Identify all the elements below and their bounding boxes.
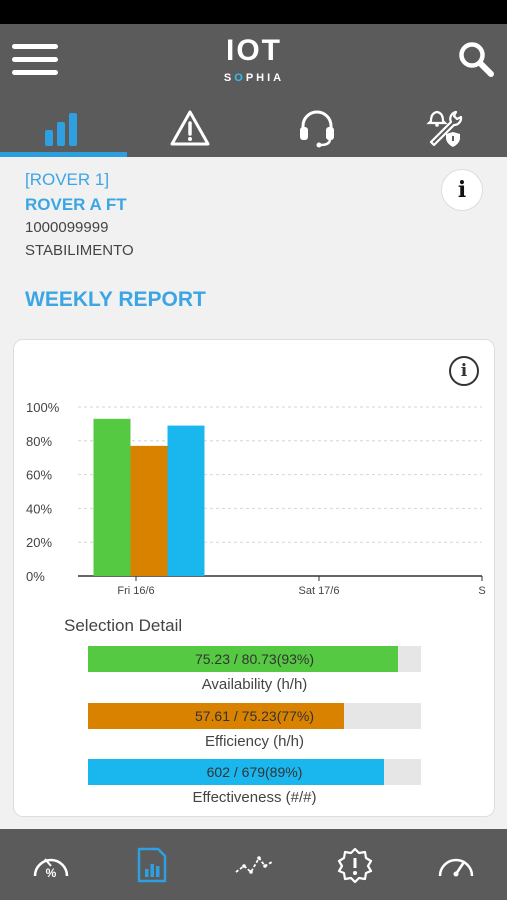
svg-text:%: % <box>45 866 56 880</box>
y-tick-label: 40% <box>26 501 52 516</box>
machine-code: [ROVER 1] <box>25 170 110 189</box>
menu-line <box>12 70 58 75</box>
y-tick-label: 0% <box>26 569 45 584</box>
machine-plant: STABILIMENTO <box>25 242 134 259</box>
logo-sub-accent: O <box>234 72 246 84</box>
progress-value: 57.61 / 75.23(77%) <box>194 708 315 724</box>
search-button[interactable] <box>457 40 495 78</box>
menu-line <box>12 57 58 62</box>
detail-row: 57.61 / 75.23(77%) Efficiency (h/h) <box>88 703 421 750</box>
progress-fill <box>88 703 345 729</box>
nav-performance[interactable] <box>406 829 507 900</box>
tab-bar <box>0 99 507 157</box>
machine-serial: 1000099999 <box>25 219 109 236</box>
y-tick-label: 20% <box>26 535 52 550</box>
headset-icon <box>299 110 334 148</box>
search-icon <box>459 42 494 77</box>
maintenance-icon <box>425 110 462 147</box>
tab-alarms[interactable] <box>127 99 254 157</box>
progress-track: 602 / 679(89%) <box>88 759 421 785</box>
x-tick-label: Fri 16/6 <box>117 585 154 597</box>
nav-trend[interactable] <box>203 829 304 900</box>
menu-button[interactable] <box>12 42 58 76</box>
logo-main-text: IOT <box>226 34 282 67</box>
progress-track: 75.23 / 80.73(93%) <box>88 646 421 672</box>
nav-alerts[interactable] <box>304 829 405 900</box>
chart-bar <box>130 445 168 576</box>
y-tick-label: 60% <box>26 468 52 483</box>
chart-bar <box>93 418 131 576</box>
y-tick-label: 100% <box>26 400 60 415</box>
machine-name: ROVER A FT <box>25 195 127 214</box>
app-logo: IOT SOPHIA <box>218 34 290 88</box>
progress-value: 602 / 679(89%) <box>206 764 303 780</box>
tab-reports[interactable] <box>0 99 127 157</box>
tab-support[interactable] <box>254 99 381 157</box>
alert-gear-icon <box>337 847 373 883</box>
warning-icon <box>170 110 210 146</box>
gauge-percent-icon: % <box>33 857 68 880</box>
machine-info: [ROVER 1] ROVER A FT 1000099999 STABILIM… <box>25 170 134 259</box>
progress-value: 75.23 / 80.73(93%) <box>194 651 315 667</box>
nav-oee[interactable]: % <box>0 829 101 900</box>
bottom-navigation: % <box>0 829 507 900</box>
info-button[interactable]: i <box>441 169 483 211</box>
logo-sub-part: S <box>223 72 235 84</box>
detail-row: 75.23 / 80.73(93%) Availability (h/h) <box>88 646 421 693</box>
logo-sub-text: SOPHIA <box>218 72 290 84</box>
progress-fill <box>88 646 398 672</box>
progress-label: Efficiency (h/h) <box>205 733 304 750</box>
progress-track: 57.61 / 75.23(77%) <box>88 703 421 729</box>
logo-sub-part: PHIA <box>245 72 285 84</box>
weekly-report-card: i 100% 80% 60% 40% 20% 0% Fri 16/6 Sat 17/6 S Se… <box>13 339 495 817</box>
weekly-chart: 100% 80% 60% 40% 20% 0% Fri 16/6 Sat 17/6 S <box>26 400 486 597</box>
status-bar <box>0 0 507 24</box>
page-title: WEEKLY REPORT <box>25 288 206 311</box>
selection-detail-title: Selection Detail <box>64 616 183 635</box>
chart-bar <box>167 425 205 576</box>
report-document-icon <box>137 847 167 882</box>
progress-label: Availability (h/h) <box>201 676 308 693</box>
tab-maintenance[interactable] <box>380 99 507 157</box>
y-tick-label: 80% <box>26 434 52 449</box>
progress-label: Effectiveness (#/#) <box>192 789 317 806</box>
chart-info-button[interactable]: i <box>449 356 479 386</box>
nav-report[interactable] <box>101 829 202 900</box>
bar-chart-icon <box>45 113 78 146</box>
app-header: IOT SOPHIA <box>0 24 507 157</box>
x-tick-label: S <box>478 585 485 597</box>
progress-fill <box>88 759 385 785</box>
detail-row: 602 / 679(89%) Effectiveness (#/#) <box>88 759 421 806</box>
menu-line <box>12 44 58 49</box>
speedometer-icon <box>439 858 474 876</box>
x-tick-label: Sat 17/6 <box>299 585 340 597</box>
trend-line-icon <box>234 855 272 874</box>
